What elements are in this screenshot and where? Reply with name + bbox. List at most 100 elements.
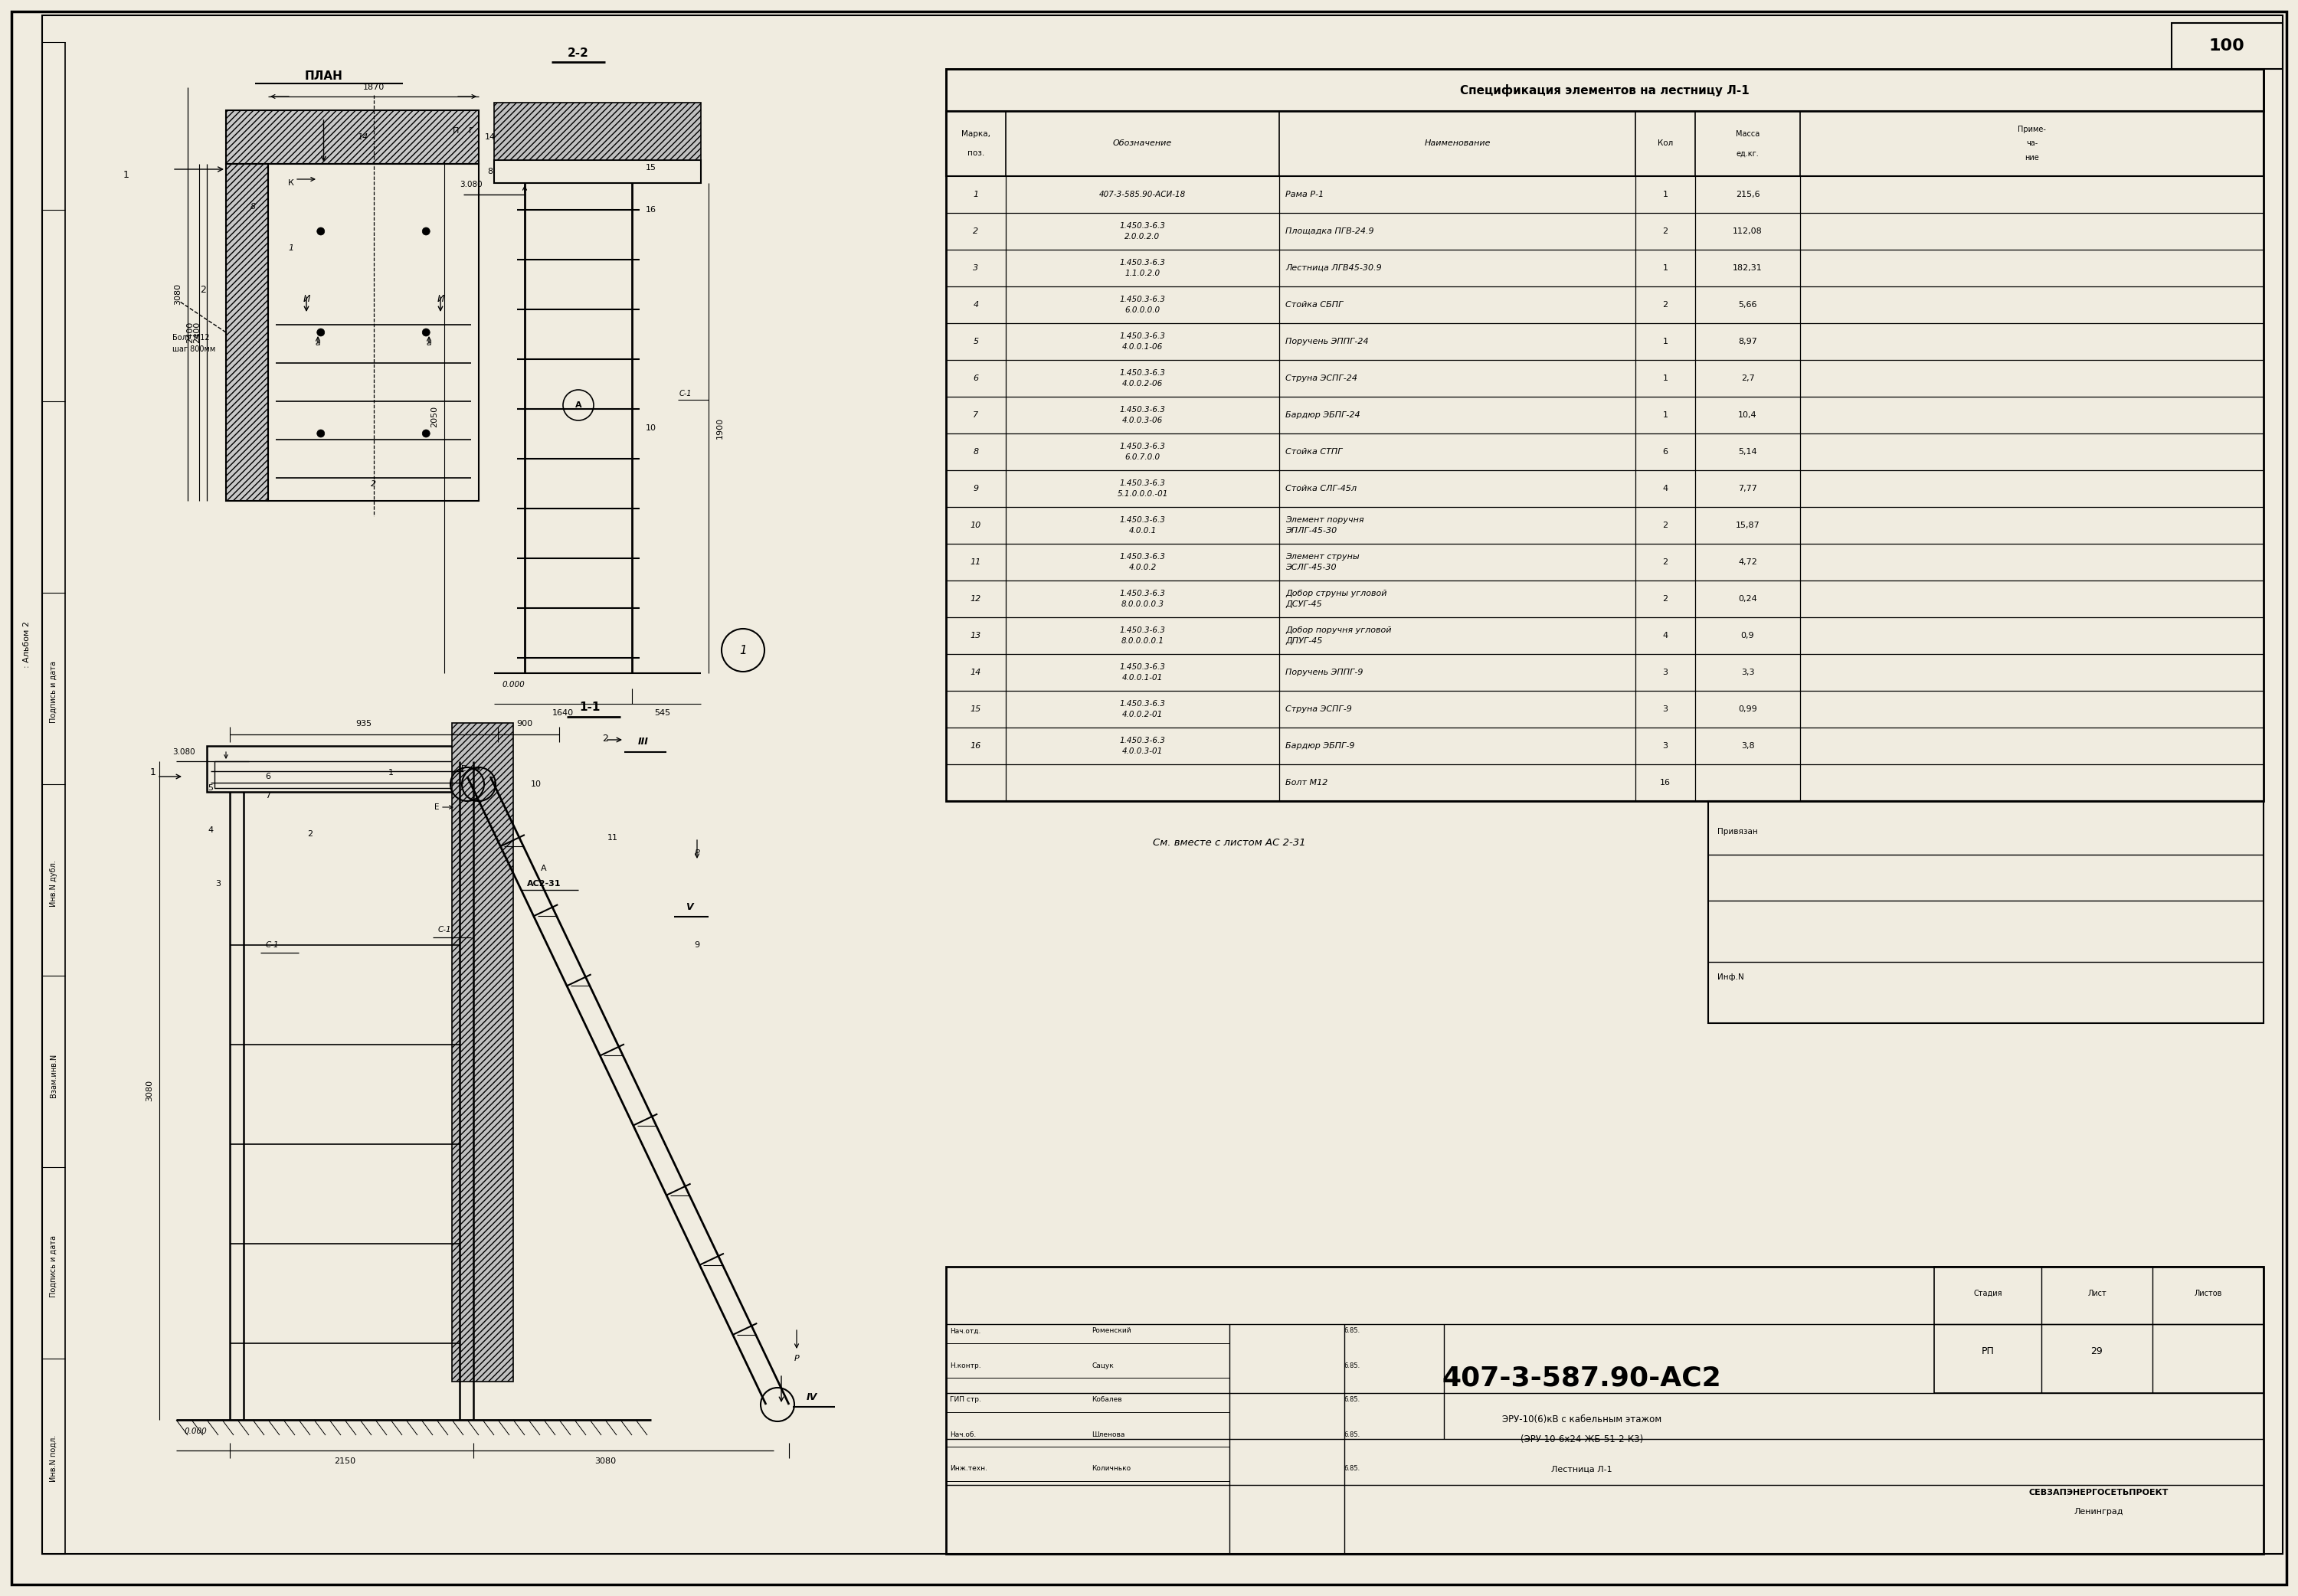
Text: ДСУГ-45: ДСУГ-45 [1285,600,1321,608]
Text: 407-3-585.90-АСИ-18: 407-3-585.90-АСИ-18 [1098,190,1186,198]
Text: 3: 3 [1661,705,1668,713]
Text: 3.080: 3.080 [172,749,195,757]
Text: 5,14: 5,14 [1737,448,1758,456]
Text: IV: IV [807,1392,818,1401]
Text: Масса: Масса [1735,129,1760,137]
Text: 29: 29 [2091,1345,2103,1357]
Text: 7: 7 [264,792,271,800]
Text: V: V [685,902,694,911]
Text: 2: 2 [1661,559,1668,567]
Bar [494,160,701,184]
Text: Бардюр ЭБПГ-24: Бардюр ЭБПГ-24 [1285,412,1360,418]
Text: Сацук: Сацук [1092,1361,1115,1369]
Text: 14: 14 [485,132,496,140]
Text: 215,6: 215,6 [1735,190,1760,198]
Text: Инж.техн.: Инж.техн. [949,1465,988,1473]
Text: 1: 1 [1661,265,1668,271]
Text: 4.0.0.2-06: 4.0.0.2-06 [1121,380,1163,388]
Text: 2-2: 2-2 [568,48,588,59]
Text: Привязан: Привязан [1717,828,1758,836]
Text: Спецификация элементов на лестницу Л-1: Спецификация элементов на лестницу Л-1 [1459,85,1749,96]
Text: 545: 545 [655,709,671,717]
Text: E: E [434,803,439,811]
Text: 0,24: 0,24 [1737,595,1758,603]
Text: 4: 4 [1661,485,1668,493]
Text: 1.450.3-6.3: 1.450.3-6.3 [1119,442,1165,450]
Text: 1.450.3-6.3: 1.450.3-6.3 [1119,516,1165,523]
Text: 12: 12 [970,595,981,603]
Text: 1640: 1640 [552,709,574,717]
Text: 900: 900 [517,720,533,728]
Text: 1.450.3-6.3: 1.450.3-6.3 [1119,664,1165,670]
Text: 1: 1 [1661,375,1668,381]
Text: 1.450.3-6.3: 1.450.3-6.3 [1119,737,1165,744]
Text: 1.450.3-6.3: 1.450.3-6.3 [1119,369,1165,377]
Text: П: П [453,128,460,134]
Text: С-1: С-1 [680,389,692,397]
Text: 3080: 3080 [145,1080,154,1101]
Text: 13: 13 [970,632,981,640]
Text: Наименование: Наименование [1425,140,1491,147]
Bar [1935,1267,2264,1393]
Text: 0.000: 0.000 [184,1427,207,1435]
Text: 10: 10 [531,780,542,788]
Text: 4.0.0.3-06: 4.0.0.3-06 [1121,417,1163,425]
Text: И: И [303,294,310,303]
Text: 1870: 1870 [363,83,384,91]
Text: (ЭРУ 10-6х24-ЖБ-51-2-К3): (ЭРУ 10-6х24-ЖБ-51-2-К3) [1521,1435,1643,1444]
Text: 935: 935 [356,720,372,728]
Text: 1.450.3-6.3: 1.450.3-6.3 [1119,627,1165,634]
Text: 2150: 2150 [333,1457,356,1465]
Bar [947,69,2264,112]
Text: 5: 5 [207,784,214,792]
Text: 4.0.0.3-01: 4.0.0.3-01 [1121,747,1163,755]
Bar [947,1267,2264,1555]
Text: 5,66: 5,66 [1737,302,1758,308]
Text: 2: 2 [1661,302,1668,308]
Text: Нач.об.: Нач.об. [949,1432,977,1438]
Text: 8.0.0.0.0.3: 8.0.0.0.0.3 [1121,600,1163,608]
Text: 1: 1 [740,645,747,656]
Text: 4: 4 [972,302,979,308]
Text: 1: 1 [388,769,393,777]
Text: Роменский: Роменский [1092,1328,1131,1334]
Text: Подпись и дата: Подпись и дата [51,661,57,723]
Text: 10: 10 [970,522,981,530]
Text: P: P [694,849,699,857]
Text: 2: 2 [602,733,609,744]
Text: 112,08: 112,08 [1733,228,1763,235]
Text: 4.0.0.2: 4.0.0.2 [1128,563,1156,571]
Text: 6.0.7.0.0: 6.0.7.0.0 [1124,453,1160,461]
Text: ПЛАН: ПЛАН [306,70,342,81]
Text: 6.85.: 6.85. [1344,1361,1360,1369]
Text: A: A [540,865,547,873]
Text: Инв.N дубл.: Инв.N дубл. [51,860,57,907]
Text: ДПУГ-45: ДПУГ-45 [1285,637,1321,645]
Text: Взам.инв.N: Взам.инв.N [51,1053,57,1096]
Text: Шленова: Шленова [1092,1432,1124,1438]
Text: 2400: 2400 [193,321,200,343]
Text: 5: 5 [972,338,979,345]
Text: Добор поручня угловой: Добор поручня угловой [1285,627,1390,634]
Text: 1: 1 [1661,338,1668,345]
Text: 6.85.: 6.85. [1344,1432,1360,1438]
Text: Г: Г [469,128,473,134]
Circle shape [423,429,430,437]
Text: 4.0.0.1-01: 4.0.0.1-01 [1121,674,1163,681]
Text: 1.450.3-6.3: 1.450.3-6.3 [1119,332,1165,340]
Text: 16: 16 [1659,779,1671,787]
Text: поз.: поз. [967,150,984,156]
Text: 15: 15 [646,164,657,171]
Text: Лестница Л-1: Лестница Л-1 [1551,1465,1613,1473]
Bar [947,112,2264,176]
Text: 6: 6 [972,375,979,381]
Bar [225,164,269,501]
Text: Поручень ЭППГ-24: Поручень ЭППГ-24 [1285,338,1370,345]
Text: РП: РП [1981,1345,1995,1357]
Text: 10,4: 10,4 [1737,412,1758,418]
Text: 9: 9 [972,485,979,493]
Text: Элемент струны: Элемент струны [1285,552,1360,560]
Text: Ленинград: Ленинград [2075,1508,2123,1516]
Text: 2400: 2400 [186,321,193,343]
Text: 8: 8 [250,203,255,211]
